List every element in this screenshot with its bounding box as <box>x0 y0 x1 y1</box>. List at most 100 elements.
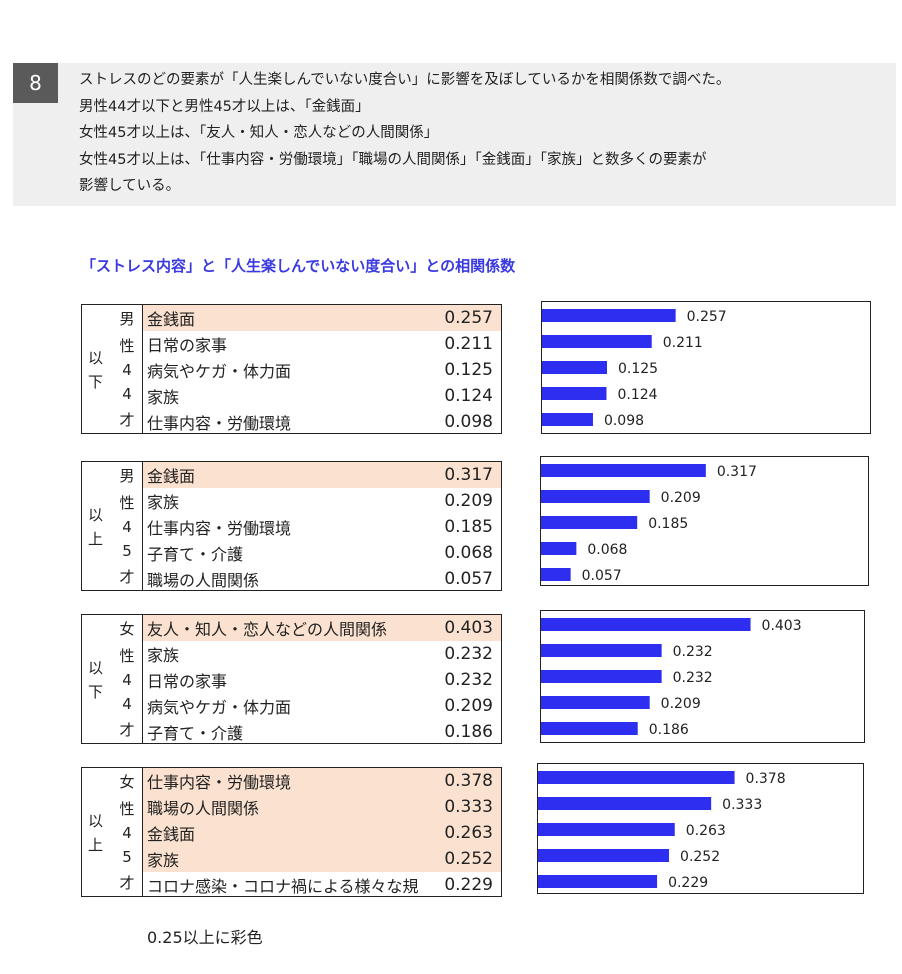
table-row: コロナ感染・コロナ禍による様々な規 0.229 <box>143 872 501 898</box>
table-row: 日常の家事 0.211 <box>143 331 501 357</box>
group-vertical-char: 4 <box>122 824 132 843</box>
bar-chart: 0.378 0.333 0.263 0.252 0.229 <box>538 771 786 891</box>
bar-value-label: 0.229 <box>668 875 708 891</box>
category-label: 金銭面 <box>147 310 196 329</box>
bar <box>541 722 638 735</box>
group-vertical-label: 男性 4 4 才 <box>112 305 142 433</box>
group-vertical-char: 女 <box>119 619 135 638</box>
bar-value-label: 0.125 <box>618 361 658 377</box>
bar-value-label: 0.263 <box>686 823 726 839</box>
table-rows: 金銭面 0.257 日常の家事 0.211 病気やケガ・体力面 0.125 家族 0.124 仕… <box>142 305 501 433</box>
category-label: 職場の人間関係 <box>147 799 260 818</box>
table-row: 金銭面 0.263 <box>143 820 501 846</box>
bar-value-label: 0.124 <box>617 387 657 403</box>
group-side-char: 下 <box>88 683 104 701</box>
category-label: 家族 <box>147 388 180 407</box>
table-row: 家族 0.124 <box>143 383 501 409</box>
correlation-value: 0.186 <box>444 722 493 742</box>
bar <box>542 413 593 426</box>
correlation-value: 0.252 <box>444 849 493 869</box>
table-rows: 金銭面 0.317 家族 0.209 仕事内容・労働環境 0.185 子育て・介護 0.068… <box>142 462 501 590</box>
correlation-value: 0.211 <box>444 334 493 354</box>
correlation-value: 0.068 <box>444 543 493 563</box>
bar-value-label: 0.403 <box>762 618 802 634</box>
bar-value-label: 0.186 <box>649 722 689 738</box>
table-row: 子育て・介護 0.068 <box>143 540 501 566</box>
bar <box>542 309 676 322</box>
bar-value-label: 0.209 <box>661 490 701 506</box>
category-label: 病気やケガ・体力面 <box>147 698 292 717</box>
summary-line: ストレスのどの要素が「人生楽しんでいない度合い」に影響を及ぼしているかを相関係数… <box>79 72 731 88</box>
correlation-value: 0.263 <box>444 823 493 843</box>
bar <box>541 490 650 503</box>
correlation-value: 0.403 <box>444 618 493 638</box>
bar <box>541 618 751 631</box>
table-row: 仕事内容・労働環境 0.098 <box>143 409 501 435</box>
correlation-value: 0.257 <box>444 308 493 328</box>
bar-chart-panel: 0.257 0.211 0.125 0.124 0.098 <box>541 301 871 434</box>
correlation-value: 0.232 <box>444 670 493 690</box>
group-vertical-char: 女 <box>119 772 135 791</box>
group-side-char: 以 <box>88 506 104 524</box>
summary-line: 女性45才以上は、「友人・知人・恋人などの人間関係」 <box>79 125 439 141</box>
group-side-label: 以上 <box>82 462 112 590</box>
table-row: 子育て・介護 0.186 <box>143 719 501 745</box>
group-vertical-char: 4 <box>122 671 132 690</box>
bar <box>541 568 571 581</box>
group-side-char: 以 <box>88 812 104 830</box>
correlation-value: 0.209 <box>444 696 493 716</box>
correlation-value: 0.378 <box>444 771 493 791</box>
category-label: 家族 <box>147 646 180 665</box>
correlation-value: 0.124 <box>444 386 493 406</box>
group-vertical-char: 性 <box>119 646 135 665</box>
category-label: 日常の家事 <box>147 336 228 355</box>
correlation-value: 0.098 <box>444 412 493 432</box>
correlation-value: 0.125 <box>444 360 493 380</box>
bar-value-label: 0.333 <box>722 797 762 813</box>
bar <box>538 797 712 810</box>
group-side-char: 以 <box>88 349 104 367</box>
bar <box>538 875 658 888</box>
summary-line: 女性45才以上は、「仕事内容・労働環境」「職場の人間関係」「金銭面」「家族」と数… <box>79 151 707 168</box>
category-label: 病気やケガ・体力面 <box>147 362 292 381</box>
correlation-table: 以上男性 4 5 才金銭面 0.317 家族 0.209 仕事内容・労働環境 0.185 子育て・… <box>81 461 502 591</box>
group-vertical-char: 男 <box>119 466 135 485</box>
category-label: 仕事内容・労働環境 <box>147 414 292 433</box>
bar <box>541 464 706 477</box>
group-vertical-char: 4 <box>122 361 132 380</box>
correlation-value: 0.229 <box>444 875 493 895</box>
bar <box>541 670 662 683</box>
bar-value-label: 0.211 <box>663 335 703 351</box>
table-row: 家族 0.252 <box>143 846 501 872</box>
bar-value-label: 0.378 <box>746 771 786 787</box>
group-vertical-char: 才 <box>119 874 135 893</box>
summary-text: ストレスのどの要素が「人生楽しんでいない度合い」に影響を及ぼしているかを相関係数… <box>79 67 879 200</box>
category-label: 金銭面 <box>147 825 196 844</box>
category-label: 日常の家事 <box>147 672 228 691</box>
group-vertical-char: 4 <box>122 518 132 537</box>
bar <box>541 696 650 709</box>
table-row: 日常の家事 0.232 <box>143 667 501 693</box>
bar-chart: 0.317 0.209 0.185 0.068 0.057 <box>541 464 757 584</box>
bar <box>541 644 662 657</box>
bar-value-label: 0.185 <box>648 516 688 532</box>
group-vertical-char: 性 <box>119 493 135 512</box>
table-row: 仕事内容・労働環境 0.185 <box>143 514 501 540</box>
table-row: 仕事内容・労働環境 0.378 <box>143 768 501 794</box>
section-number-badge: 8 <box>13 63 58 103</box>
group-vertical-char: 性 <box>119 799 135 818</box>
bar-chart: 0.403 0.232 0.232 0.209 0.186 <box>541 618 802 738</box>
correlation-table: 以上女性 4 5 才仕事内容・労働環境 0.378 職場の人間関係 0.333 金銭面 0.26… <box>81 767 502 897</box>
bar-value-label: 0.209 <box>661 696 701 712</box>
group-vertical-label: 女性 4 4 才 <box>112 615 142 743</box>
group-side-char: 上 <box>88 530 104 548</box>
category-label: 仕事内容・労働環境 <box>147 519 292 538</box>
table-row: 金銭面 0.257 <box>143 305 501 331</box>
bar <box>542 335 652 348</box>
bar-value-label: 0.057 <box>582 568 622 584</box>
group-side-label: 以下 <box>82 615 112 743</box>
bar-chart-panel: 0.317 0.209 0.185 0.068 0.057 <box>540 456 869 586</box>
group-vertical-char: 才 <box>119 411 135 430</box>
correlation-value: 0.057 <box>444 569 493 589</box>
table-row: 金銭面 0.317 <box>143 462 501 488</box>
